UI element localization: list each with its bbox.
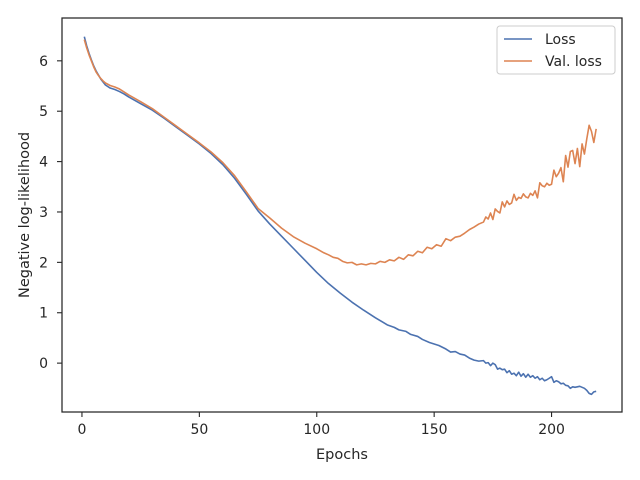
x-tick-label: 150: [421, 422, 448, 438]
legend-label: Loss: [545, 32, 576, 48]
x-tick-label: 200: [538, 422, 565, 438]
y-tick-label: 4: [39, 155, 48, 171]
legend-box: [496, 25, 616, 75]
series-line-1: [83, 39, 597, 266]
x-tick-label: 100: [303, 422, 330, 438]
y-tick-label: 3: [39, 205, 48, 221]
series-lines: [83, 36, 597, 396]
x-tick-label: 0: [77, 422, 86, 438]
axes-frame: [61, 17, 623, 413]
x-axis-ticks: 0 50 100 150 200: [77, 412, 565, 438]
y-axis-ticks: 0 1 2 3 4 5 6: [39, 54, 62, 372]
legend-label: Val. loss: [545, 54, 602, 70]
y-tick-label: 6: [39, 54, 48, 70]
plot-area: [61, 17, 623, 413]
y-tick-label: 5: [39, 104, 48, 120]
y-tick-label: 0: [39, 356, 48, 372]
series-line-0: [83, 36, 597, 396]
legend: Loss Val. loss: [496, 25, 616, 75]
x-axis-label: Epochs: [316, 447, 368, 463]
y-axis-label: Negative log-likelihood: [17, 132, 33, 298]
y-tick-label: 1: [39, 306, 48, 322]
x-tick-label: 50: [190, 422, 208, 438]
y-tick-label: 2: [39, 255, 48, 271]
